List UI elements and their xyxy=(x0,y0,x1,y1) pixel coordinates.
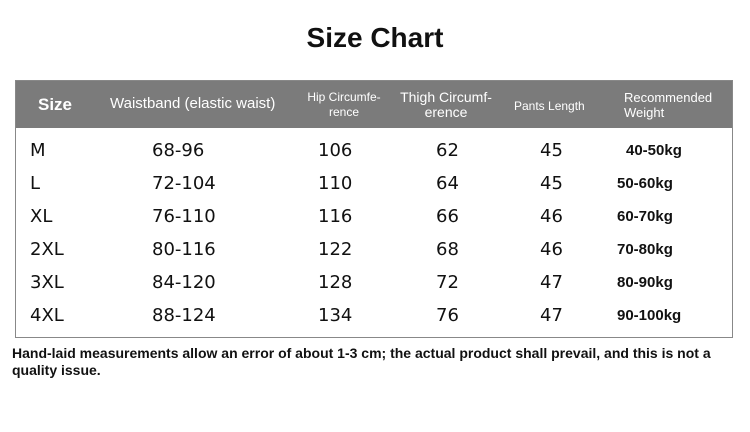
header-weight: Recommended Weight xyxy=(624,90,713,120)
cell-hip: 128 xyxy=(318,272,353,293)
cell-thigh: 66 xyxy=(436,206,459,227)
table-header: Size Waistband (elastic waist) Hip Circu… xyxy=(16,81,732,128)
cell-size: L xyxy=(30,173,41,194)
cell-waistband: 80-116 xyxy=(152,239,216,260)
cell-thigh: 72 xyxy=(436,272,459,293)
page-title: Size Chart xyxy=(306,22,444,53)
cell-thigh: 68 xyxy=(436,239,459,260)
cell-pants-length: 46 xyxy=(540,206,563,227)
cell-waistband: 68-96 xyxy=(152,140,205,161)
cell-pants-length: 47 xyxy=(540,305,563,326)
cell-size: 4XL xyxy=(30,305,64,326)
cell-waistband: 88-124 xyxy=(152,305,216,326)
cell-waistband: 84-120 xyxy=(152,272,216,293)
cell-weight: 90-100kg xyxy=(617,307,682,324)
size-table: Size Waistband (elastic waist) Hip Circu… xyxy=(15,80,733,338)
cell-pants-length: 45 xyxy=(540,173,563,194)
cell-hip: 106 xyxy=(318,140,353,161)
header-size: Size xyxy=(38,95,73,114)
cell-thigh: 76 xyxy=(436,305,459,326)
header-pants-length: Pants Length xyxy=(514,99,585,113)
header-thigh: Thigh Circumf-erence xyxy=(400,89,492,120)
cell-hip: 110 xyxy=(318,173,353,194)
cell-weight: 70-80kg xyxy=(617,241,673,258)
table-row: M 68-96 106 62 45 40-50kg xyxy=(16,134,732,167)
table-row: XL 76-110 116 66 46 60-70kg xyxy=(16,200,732,233)
table-row: L 72-104 110 64 45 50-60kg xyxy=(16,167,732,200)
table-row: 3XL 84-120 128 72 47 80-90kg xyxy=(16,266,732,299)
cell-waistband: 76-110 xyxy=(152,206,216,227)
cell-pants-length: 45 xyxy=(540,140,563,161)
cell-weight: 60-70kg xyxy=(617,208,673,225)
cell-thigh: 64 xyxy=(436,173,459,194)
cell-thigh: 62 xyxy=(436,140,459,161)
cell-hip: 134 xyxy=(318,305,353,326)
cell-hip: 116 xyxy=(318,206,353,227)
cell-pants-length: 46 xyxy=(540,239,563,260)
cell-size: 2XL xyxy=(30,239,64,260)
table-row: 4XL 88-124 134 76 47 90-100kg xyxy=(16,299,732,332)
header-hip: Hip Circumfe-rence xyxy=(307,90,381,119)
header-waistband: Waistband (elastic waist) xyxy=(110,95,276,112)
cell-waistband: 72-104 xyxy=(152,173,216,194)
cell-pants-length: 47 xyxy=(540,272,563,293)
cell-size: XL xyxy=(30,206,53,227)
cell-weight: 40-50kg xyxy=(626,142,682,159)
cell-weight: 80-90kg xyxy=(617,274,673,291)
disclaimer-note: Hand-laid measurements allow an error of… xyxy=(12,345,711,378)
table-row: 2XL 80-116 122 68 46 70-80kg xyxy=(16,233,732,266)
cell-size: 3XL xyxy=(30,272,64,293)
cell-size: M xyxy=(30,140,46,161)
cell-weight: 50-60kg xyxy=(617,175,673,192)
cell-hip: 122 xyxy=(318,239,353,260)
